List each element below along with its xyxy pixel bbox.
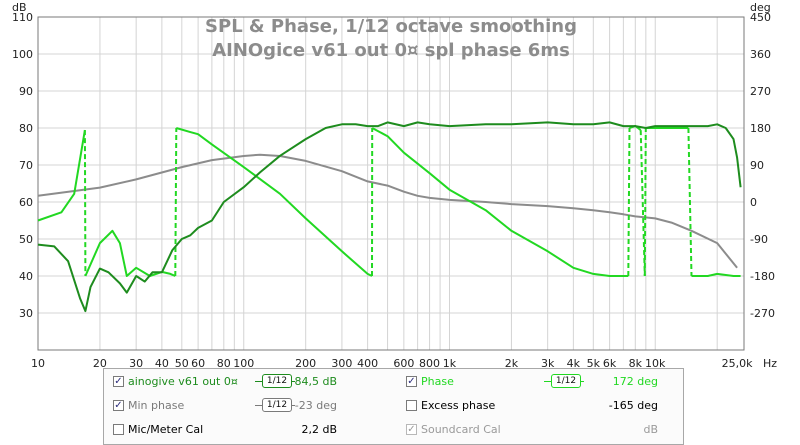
legend-label: Mic/Meter Cal (128, 423, 204, 436)
legend-value: 84,5 dB (294, 375, 337, 388)
right-tick-label: -270 (750, 307, 775, 320)
phase-wrap-line (627, 127, 631, 277)
phase-line (37, 129, 86, 222)
legend-checkbox[interactable] (113, 376, 124, 387)
left-axis-ticks: 30 40 50 60 70 80 90 100 110 (12, 11, 33, 320)
legend-label: Excess phase (421, 399, 496, 412)
spl-line (37, 121, 742, 313)
legend-item: Soundcard Cal dB (104, 420, 683, 440)
right-axis-ticks: -270 -180 -90 0 90 180 270 360 450 (750, 11, 775, 320)
x-axis-unit-label: Hz (763, 357, 777, 368)
left-tick-label: 100 (12, 48, 33, 61)
right-tick-label: 180 (750, 122, 771, 135)
smoothing-button[interactable]: 1/12 (262, 374, 292, 388)
x-tick-label: 8k (629, 357, 643, 368)
legend-value: 172 deg (612, 375, 658, 388)
legend-checkbox[interactable] (113, 400, 124, 411)
right-tick-label: 270 (750, 85, 771, 98)
legend-item: Mic/Meter Cal 2,2 dB (104, 420, 683, 440)
chart-title: SPL & Phase, 1/12 octave smoothing (205, 16, 577, 37)
right-tick-label: -180 (750, 270, 775, 283)
series-min-phase (37, 153, 738, 269)
x-tick-label: 2k (505, 357, 519, 368)
x-tick-label: 60 (191, 357, 205, 368)
right-tick-label: 90 (750, 159, 764, 172)
smoothing-button[interactable]: 1/12 (551, 374, 581, 388)
x-tick-label: 400 (357, 357, 378, 368)
right-tick-label: 0 (750, 196, 757, 209)
left-axis-label: dB (12, 1, 27, 14)
min-phase-line (37, 153, 738, 269)
left-tick-label: 40 (19, 270, 33, 283)
x-tick-label: 6k (603, 357, 617, 368)
x-tick-label: 10k (645, 357, 666, 368)
phase-line (84, 229, 176, 277)
series-phase (37, 124, 741, 277)
x-tick-label: 30 (129, 357, 143, 368)
left-tick-label: 60 (19, 196, 33, 209)
phase-line (371, 127, 629, 277)
x-tick-label: 50 (175, 357, 189, 368)
legend-label: Soundcard Cal (421, 423, 501, 436)
series-spl (37, 121, 742, 313)
x-tick-label: 600 (393, 357, 414, 368)
right-tick-label: 360 (750, 48, 771, 61)
phase-line (691, 272, 741, 277)
left-tick-label: 30 (19, 307, 33, 320)
phase-wrap-line (639, 130, 646, 277)
series-layer (37, 121, 742, 313)
legend-label: Min phase (128, 399, 185, 412)
left-tick-label: 70 (19, 159, 33, 172)
legend-value: -23 deg (294, 399, 337, 412)
legend-label: ainogive v61 out 0¤ (128, 375, 238, 388)
x-tick-label: 10 (31, 357, 45, 368)
x-tick-label: 3k (541, 357, 555, 368)
left-tick-label: 110 (12, 11, 33, 24)
legend-value: dB (643, 423, 658, 436)
x-axis-ticks: 10 20 30 40 50 60 80 100 200 300 400 600 800 1k 2k 3k 4k… (31, 357, 753, 368)
phase-wrap-line (174, 127, 178, 277)
legend-value: 2,2 dB (301, 423, 337, 436)
chart-subtitle: AINOgice v61 out 0¤ spl phase 6ms (212, 40, 570, 61)
legend-checkbox[interactable] (406, 424, 417, 435)
x-tick-label: 800 (419, 357, 440, 368)
phase-line (176, 127, 373, 277)
x-tick-label: 200 (295, 357, 316, 368)
x-tick-label: 25,0k (722, 357, 753, 368)
legend-value: -165 deg (608, 399, 658, 412)
legend-item: Phase 1/12 172 deg (104, 372, 683, 392)
smoothing-button[interactable]: 1/12 (262, 398, 292, 412)
legend-item: Min phase 1/12-23 deg (104, 396, 683, 416)
legend-checkbox[interactable] (406, 376, 417, 387)
x-tick-label: 20 (93, 357, 107, 368)
legend-label: Phase (421, 375, 454, 388)
legend-checkbox[interactable] (406, 400, 417, 411)
legend-checkbox[interactable] (113, 424, 124, 435)
x-tick-label: 40 (155, 357, 169, 368)
x-tick-label: 1k (443, 357, 457, 368)
phase-wrap-line (83, 130, 87, 277)
right-tick-label: 450 (750, 11, 771, 24)
right-axis-label: deg (750, 1, 771, 14)
phase-wrap-line (643, 127, 647, 277)
x-tick-label: 80 (217, 357, 231, 368)
phase-wrap-line (687, 127, 693, 277)
left-tick-label: 50 (19, 233, 33, 246)
x-tick-label: 4k (567, 357, 581, 368)
right-tick-label: -90 (750, 233, 768, 246)
legend-item: Excess phase -165 deg (104, 396, 683, 416)
x-tick-label: 5k (587, 357, 601, 368)
plot-area-frame (37, 16, 745, 351)
left-tick-label: 90 (19, 85, 33, 98)
grid-lines (38, 16, 744, 350)
x-tick-label: 100 (233, 357, 254, 368)
spl-phase-chart: SPL & Phase, 1/12 octave smoothing AINOg… (12, 1, 777, 368)
left-tick-label: 80 (19, 122, 33, 135)
x-tick-label: 300 (331, 357, 352, 368)
